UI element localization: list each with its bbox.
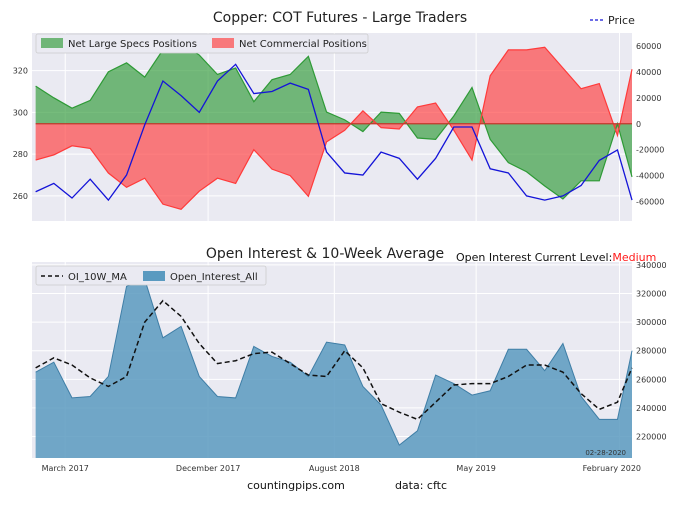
specs-line [35, 42, 633, 200]
positions-tick-label: -20000 [636, 146, 664, 155]
oi-tick-label: 340000 [636, 261, 667, 270]
open-interest-panel: 220000 240000 260000 280000 300000 320000 3400… [32, 246, 667, 473]
oi-date-label: 02-28-2020 [585, 449, 626, 457]
cot-chart-title: Copper: COT Futures - Large Traders [213, 10, 467, 26]
price-tick-label: 320 [13, 67, 28, 76]
date-tick-label: August 2018 [309, 464, 360, 473]
oi-tick-label: 240000 [636, 404, 667, 413]
oi-legend: OI_10W_MA Open_Interest_All [35, 265, 267, 286]
price-line [35, 63, 633, 202]
positions-tick-label: -40000 [636, 172, 664, 181]
oi-tick-label: 260000 [636, 375, 667, 384]
cot-position-areas [35, 42, 633, 211]
date-tick-label: March 2017 [42, 464, 89, 473]
date-tick-label: May 2019 [456, 464, 495, 473]
oi-level-prefix: Open Interest Current Level: [456, 251, 612, 264]
date-tick-label: December 2017 [176, 464, 240, 473]
cot-panel: 260 280 300 320 -60000 -40000 -20000 0 20000 400… [13, 10, 664, 221]
positions-tick-label: 0 [636, 120, 641, 129]
oi-ma-line [35, 299, 633, 421]
price-tick-label: 300 [13, 108, 28, 117]
oi-tick-label: 300000 [636, 318, 667, 327]
positions-tick-label: 20000 [636, 94, 661, 103]
oi-tick-label: 320000 [636, 289, 667, 298]
oi-legend-label: Open_Interest_All [170, 272, 258, 283]
price-legend: Price [590, 14, 635, 27]
oi-tick-label: 280000 [636, 347, 667, 356]
price-tick-label: 280 [13, 150, 28, 159]
commercial-legend-swatch [212, 38, 234, 48]
cot-legend-box [35, 33, 369, 54]
specs-area [35, 43, 633, 199]
commercial-legend-label: Net Commercial Positions [239, 39, 367, 50]
positions-tick-label: 40000 [636, 68, 661, 77]
oi-level-label: Open Interest Current Level:Medium [456, 251, 656, 264]
price-legend-label: Price [608, 14, 635, 27]
positions-axis-ticks: -60000 -40000 -20000 0 20000 40000 60000 [636, 42, 664, 207]
date-axis-ticks: March 2017 December 2017 August 2018 May 20… [42, 464, 641, 473]
specs-legend-swatch [41, 38, 63, 48]
oi-area [35, 279, 633, 458]
positions-tick-label: 60000 [636, 42, 661, 51]
price-tick-label: 260 [13, 192, 28, 201]
oi-ma-series [35, 299, 633, 421]
positions-tick-label: -60000 [636, 198, 664, 207]
source-label: countingpips.com [247, 479, 345, 492]
data-source-label: data: cftc [395, 479, 447, 492]
date-tick-label: February 2020 [583, 464, 641, 473]
cot-legend: Net Large Specs Positions Net Commercial… [35, 33, 369, 54]
oi-axis-ticks: 220000 240000 260000 280000 300000 320000 3400… [636, 261, 667, 442]
commercial-line [35, 46, 633, 211]
cot-price-series [35, 63, 633, 202]
specs-legend-label: Net Large Specs Positions [68, 39, 197, 50]
price-axis-ticks: 260 280 300 320 [13, 67, 28, 201]
ma-legend-label: OI_10W_MA [68, 272, 127, 283]
oi-legend-swatch [143, 271, 165, 281]
oi-tick-label: 220000 [636, 433, 667, 442]
commercial-area [35, 47, 633, 210]
oi-level-value: Medium [612, 251, 656, 264]
oi-chart-title: Open Interest & 10-Week Average [206, 246, 444, 262]
